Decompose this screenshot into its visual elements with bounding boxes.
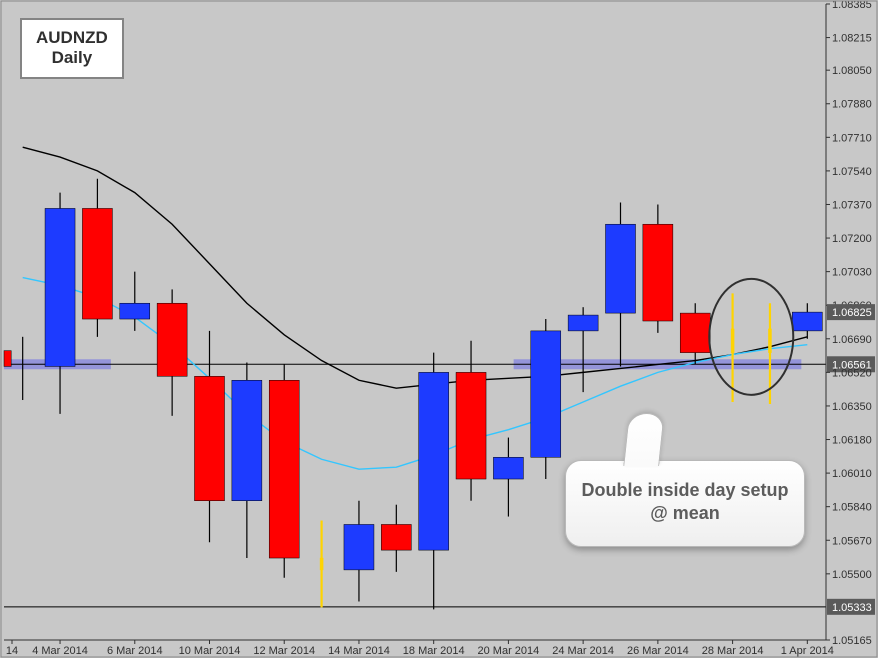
price-label: 1.07200 [832, 233, 872, 245]
chart-title-line1: AUDNZD [36, 28, 108, 48]
candle-body [232, 380, 262, 500]
price-label: 1.06520 [832, 367, 872, 379]
candle-body [120, 303, 150, 319]
candle-body [493, 457, 523, 479]
price-label: 1.07540 [832, 166, 872, 178]
date-label: 4 Mar 2014 [32, 645, 88, 657]
date-label: 18 Mar 2014 [403, 645, 465, 657]
candle-body [419, 372, 449, 550]
price-label: 1.06825 [832, 307, 872, 319]
price-label: 1.05165 [832, 635, 872, 647]
date-label: 14 Mar 2014 [328, 645, 390, 657]
candle-body [531, 331, 561, 457]
candle-body [568, 315, 598, 331]
candle-body [157, 303, 187, 376]
candle-body [643, 224, 673, 321]
candle-body [344, 524, 374, 569]
annotation-callout: Double inside day setup @ mean [565, 460, 805, 547]
price-label: 1.05500 [832, 569, 872, 581]
price-label: 1.08050 [832, 65, 872, 77]
price-label: 1.06010 [832, 468, 872, 480]
price-label: 1.07370 [832, 199, 872, 211]
price-label: 1.07710 [832, 132, 872, 144]
date-label: 20 Mar 2014 [478, 645, 540, 657]
date-label: 28 Mar 2014 [702, 645, 764, 657]
date-label: 6 Mar 2014 [107, 645, 163, 657]
price-label: 1.07030 [832, 267, 872, 279]
chart-title-line2: Daily [36, 48, 108, 68]
chart-title-box: AUDNZD Daily [20, 18, 124, 79]
candle-body [45, 208, 75, 366]
date-label: 26 Mar 2014 [627, 645, 689, 657]
candle-body [456, 372, 486, 479]
price-label: 1.06180 [832, 435, 872, 447]
candle-body [195, 376, 225, 500]
candle-body [82, 208, 112, 319]
price-label: 1.05333 [832, 602, 872, 614]
date-label: 10 Mar 2014 [179, 645, 241, 657]
date-label: 12 Mar 2014 [253, 645, 315, 657]
candle-body [768, 329, 771, 353]
price-label: 1.06350 [832, 401, 872, 413]
candle-body [731, 329, 734, 353]
candle-body [269, 380, 299, 558]
price-label: 1.08215 [832, 33, 872, 45]
price-label: 1.06690 [832, 334, 872, 346]
date-label: 14 [6, 645, 18, 657]
candle-body [792, 312, 822, 331]
candle-body [606, 224, 636, 313]
candle-body [680, 313, 710, 353]
price-label: 1.08385 [832, 0, 872, 11]
candle-body [320, 558, 323, 570]
candle-body [4, 351, 11, 367]
price-label: 1.07880 [832, 99, 872, 111]
price-label: 1.05840 [832, 502, 872, 514]
date-label: 1 Apr 2014 [781, 645, 834, 657]
date-label: 24 Mar 2014 [552, 645, 614, 657]
annotation-text: Double inside day setup @ mean [581, 480, 788, 523]
candle-body [381, 524, 411, 550]
price-label: 1.05670 [832, 535, 872, 547]
